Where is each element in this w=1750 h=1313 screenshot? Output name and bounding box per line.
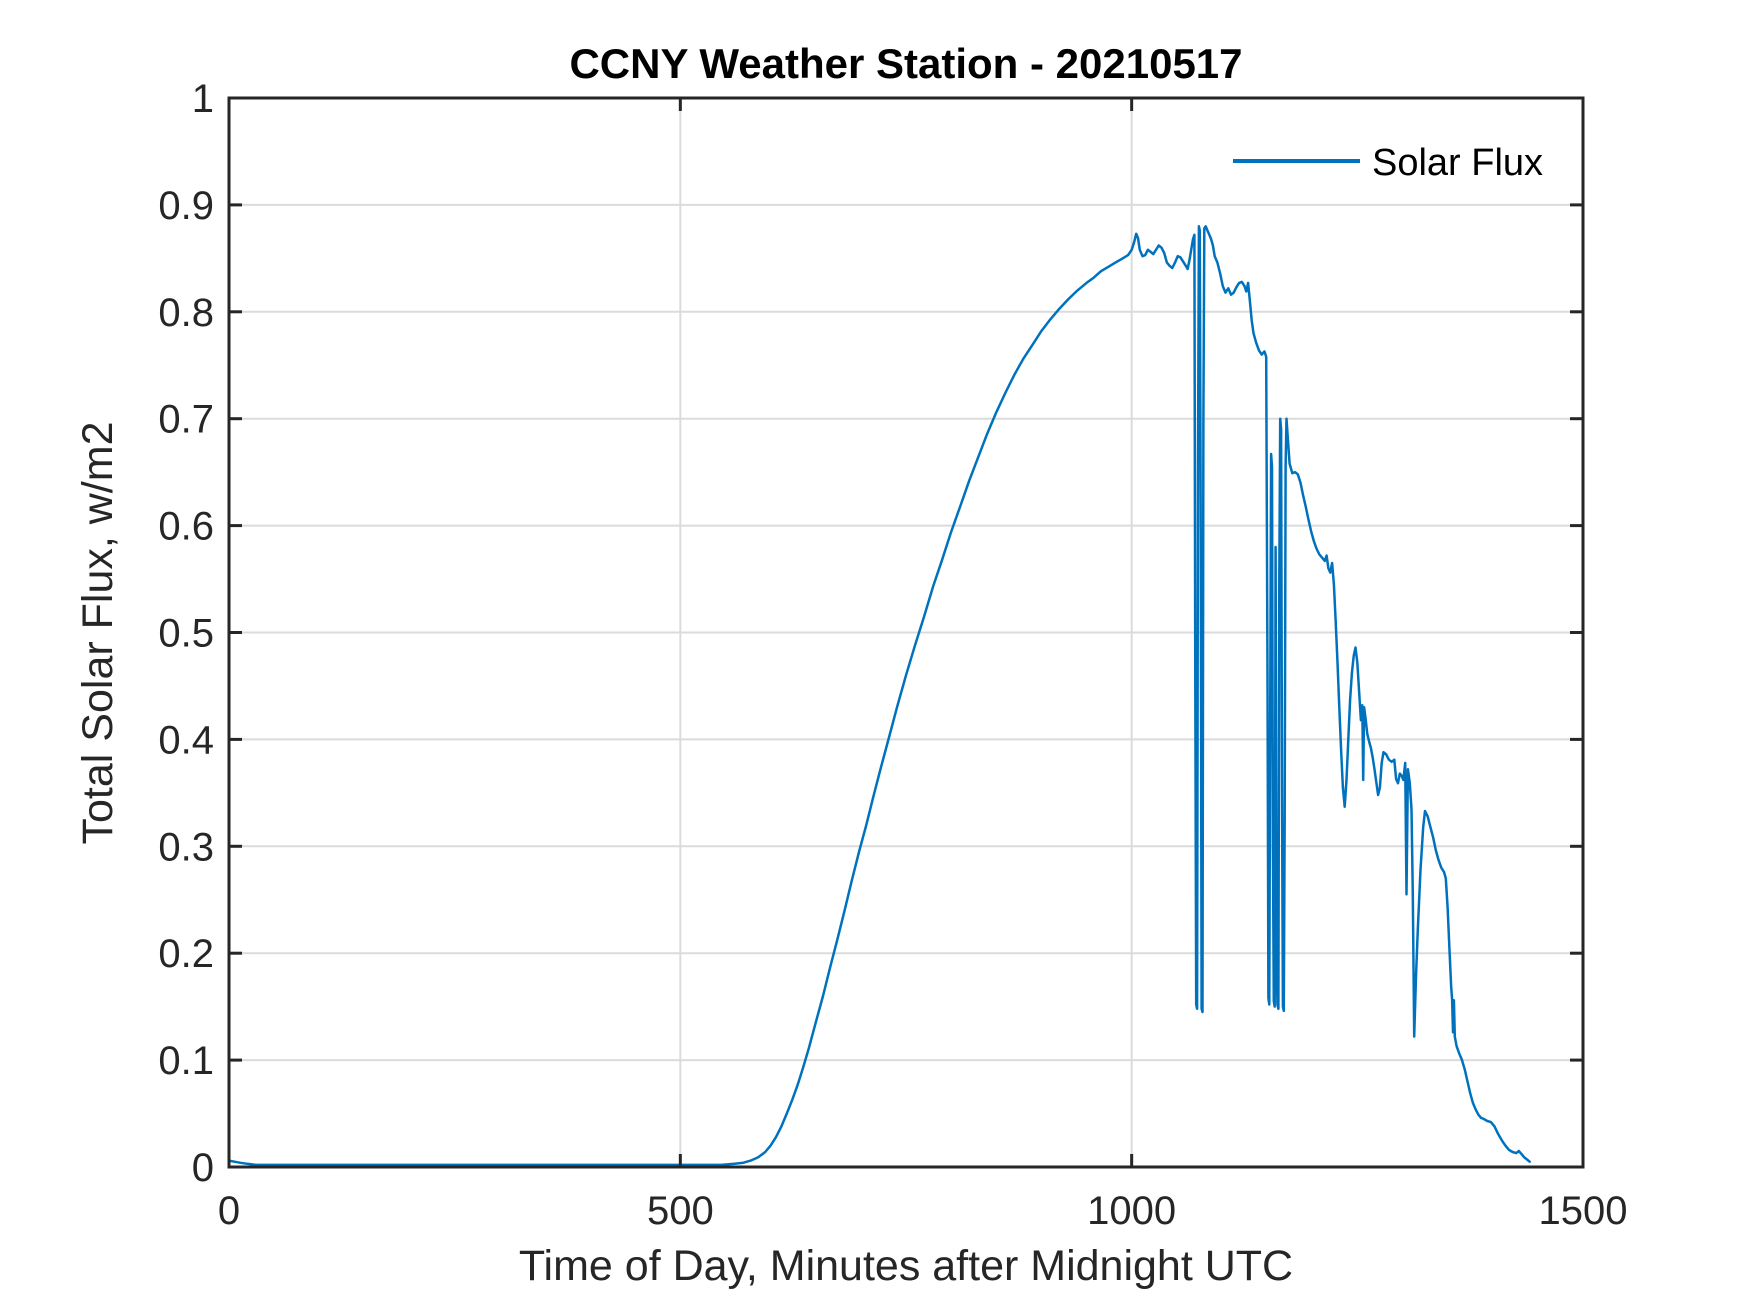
x-tick-label: 0 [218, 1189, 240, 1233]
y-tick-label: 0.9 [158, 184, 214, 228]
y-tick-label: 0.8 [158, 291, 214, 335]
series-lines [227, 225, 1531, 1167]
tick-labels: 0 500 1000 1500 0 0.1 0.2 0.3 0.4 0.5 0.6 0.7 0.8 0.9… [158, 77, 1627, 1233]
y-tick-label: 0.1 [158, 1039, 214, 1083]
y-tick-label: 0.5 [158, 612, 214, 656]
legend-entry-solar-flux: Solar Flux [1372, 142, 1543, 184]
x-axis-label: Time of Day, Minutes after Midnight UTC [519, 1242, 1293, 1290]
x-tick-label: 1000 [1087, 1189, 1176, 1233]
x-tick-label: 1500 [1539, 1189, 1628, 1233]
y-tick-label: 0.3 [158, 825, 214, 869]
y-tick-label: 0 [192, 1146, 214, 1190]
legend: Solar Flux [1233, 142, 1543, 184]
y-tick-label: 0.6 [158, 505, 214, 549]
y-tick-label: 0.4 [158, 718, 214, 762]
y-tick-label: 0.2 [158, 932, 214, 976]
series-line-solar-flux [227, 225, 1531, 1167]
y-tick-label: 0.7 [158, 398, 214, 442]
y-axis-label: Total Solar Flux, w/m2 [74, 422, 122, 845]
tick-marks [227, 96, 1585, 1169]
y-tick-label: 1 [192, 77, 214, 121]
chart-title: CCNY Weather Station - 20210517 [569, 40, 1242, 87]
grid-lines [228, 97, 1584, 1168]
x-tick-label: 500 [647, 1189, 714, 1233]
